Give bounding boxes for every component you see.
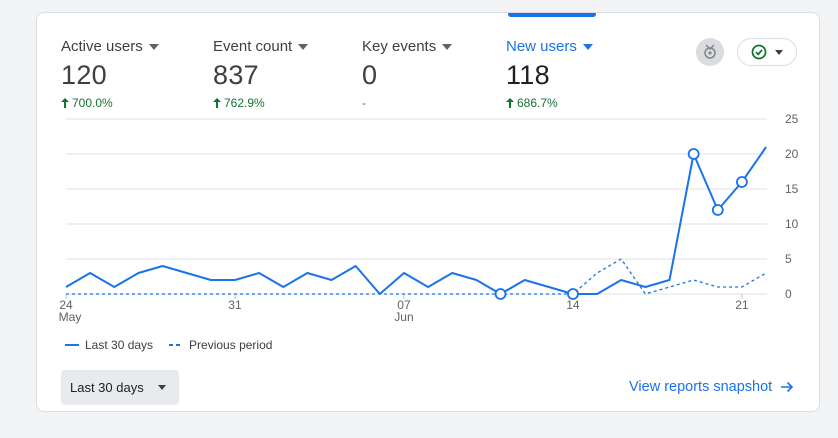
data-point-marker <box>494 288 507 300</box>
metric-label: Active users <box>61 38 143 55</box>
caret-down-icon <box>298 43 309 50</box>
check-circle-icon <box>751 44 767 60</box>
x-tick-label: 14 <box>566 298 580 312</box>
metric-value: 837 <box>213 60 259 90</box>
series-line-previous-period <box>66 258 767 295</box>
x-tick-label: 24 <box>59 298 73 312</box>
metric-delta-value: - <box>362 96 366 110</box>
data-point-marker <box>711 204 724 216</box>
metric-label: Event count <box>213 38 293 55</box>
arrow-up-icon <box>506 98 514 108</box>
dashed-line-swatch <box>169 344 184 346</box>
metric-tab-key-events[interactable]: Key events <box>362 38 453 55</box>
metric-label: Key events <box>362 38 437 55</box>
insights-icon <box>704 44 716 59</box>
x-tick-label: 21 <box>735 298 749 312</box>
date-range-dropdown[interactable]: Last 30 days <box>61 370 179 405</box>
metric-value: 0 <box>362 60 378 90</box>
metric-delta-value: 686.7% <box>517 96 558 110</box>
summary-card: Active users 120 700.0% Event count 837 … <box>36 12 820 412</box>
metric-delta: 700.0% <box>61 96 159 110</box>
metric-delta: 686.7% <box>506 96 593 110</box>
data-point-marker <box>736 176 748 188</box>
metric-new-users[interactable]: New users 118 686.7% <box>506 38 593 110</box>
selected-tab-indicator <box>508 13 596 17</box>
legend-label-current: Last 30 days <box>85 338 154 352</box>
arrow-right-icon <box>781 381 794 393</box>
y-tick-label: 25 <box>785 112 799 126</box>
y-tick-label: 15 <box>785 182 799 196</box>
caret-down-icon <box>442 43 453 50</box>
y-tick-label: 20 <box>785 147 799 161</box>
metric-value: 118 <box>506 60 550 90</box>
status-dropdown[interactable] <box>737 38 797 66</box>
data-point-marker <box>687 148 700 160</box>
metric-delta-value: 762.9% <box>224 96 265 110</box>
chevron-down-icon <box>775 49 783 55</box>
metric-tab-event-count[interactable]: Event count <box>213 38 309 55</box>
x-tick-label: 31 <box>228 298 242 312</box>
legend-label-previous: Previous period <box>189 338 273 352</box>
view-reports-snapshot-link[interactable]: View reports snapshot <box>629 379 794 395</box>
metric-active-users[interactable]: Active users 120 700.0% <box>61 38 159 110</box>
chart-legend: Last 30 days Previous period <box>65 338 272 352</box>
caret-down-icon <box>157 385 166 390</box>
arrow-up-icon <box>61 98 69 108</box>
legend-item-current: Last 30 days <box>65 338 153 352</box>
snapshot-link-label: View reports snapshot <box>629 379 773 395</box>
metric-label: New users <box>506 38 577 55</box>
y-tick-label: 0 <box>785 287 792 301</box>
solid-line-swatch <box>65 344 79 346</box>
legend-item-previous: Previous period <box>169 338 272 352</box>
metric-event-count[interactable]: Event count 837 762.9% <box>213 38 309 110</box>
insights-button[interactable] <box>696 38 724 66</box>
x-tick-label: 07 <box>397 298 411 312</box>
metric-tab-active-users[interactable]: Active users <box>61 38 159 55</box>
x-month-label: Jun <box>394 310 413 324</box>
metric-delta: 762.9% <box>213 96 308 110</box>
y-tick-label: 5 <box>785 252 792 266</box>
y-tick-label: 10 <box>785 217 799 231</box>
line-chart: 0 5 10 15 20 25 24 31 07 14 21 May Jun <box>59 112 799 324</box>
metric-delta-value: 700.0% <box>72 96 113 110</box>
metric-tab-new-users[interactable]: New users <box>506 38 593 55</box>
metric-value: 120 <box>61 60 107 90</box>
arrow-up-icon <box>213 98 221 108</box>
caret-down-icon <box>582 43 593 50</box>
x-month-label: May <box>59 310 82 324</box>
date-range-label: Last 30 days <box>70 380 144 395</box>
metric-key-events[interactable]: Key events 0 - <box>362 38 453 110</box>
caret-down-icon <box>148 43 159 50</box>
data-point-marker <box>567 288 579 300</box>
metric-delta: - <box>362 96 452 110</box>
series-line-last-30-days <box>65 146 767 295</box>
